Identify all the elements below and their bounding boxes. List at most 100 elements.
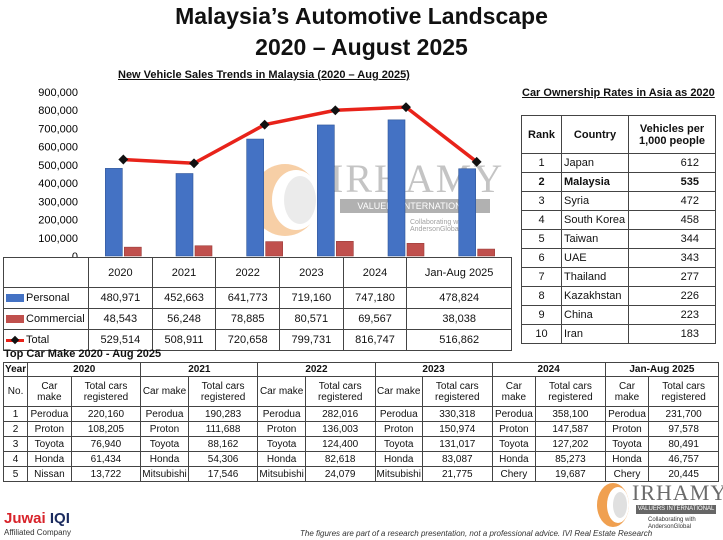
rank-cell: 3	[521, 191, 562, 211]
personal-bar	[387, 119, 406, 257]
category-label: 2021	[151, 257, 217, 288]
watermark-emblem-icon	[251, 164, 320, 236]
commercial-bar	[406, 243, 425, 257]
table-row: 1 Perodua 220,160 Perodua 190,283 Perodua 282,…	[2, 406, 719, 422]
year-header: 2024	[491, 362, 606, 377]
total-point	[330, 105, 341, 116]
ownership-row: 8 Kazakhstan 226	[521, 286, 716, 306]
rank-cell: 1	[2, 406, 29, 422]
vehicles-cell: 277	[628, 267, 716, 287]
table-row: 5 Nissan 13,722 Mitsubishi 17,546 Mitsubishi 2…	[2, 466, 719, 482]
col-header-country: Country	[561, 115, 629, 154]
total-registered-header: Total cars registered	[70, 376, 142, 407]
car-make-cell: Mitsubishi	[140, 466, 189, 482]
watermark-logo: IRHAMY VALUERS INTERNATIONAL Collaborati…	[240, 155, 510, 240]
col-header-rank: Rank	[521, 115, 562, 154]
personal-bar	[105, 168, 123, 257]
ownership-row: 5 Taiwan 344	[521, 229, 716, 249]
data-label: 799,731	[279, 329, 344, 351]
car-make-cell: Nissan	[27, 466, 72, 482]
car-make-cell: Proton	[604, 421, 650, 437]
table-row: 3 Toyota 76,940 Toyota 88,162 Toyota 124,400 To…	[2, 436, 719, 452]
car-make-cell: Perodua	[604, 406, 650, 422]
logo-name: IRHAMY	[632, 480, 723, 505]
year-label: Year	[2, 362, 29, 377]
category-label: 2023	[279, 257, 344, 288]
rank-cell: 9	[521, 305, 562, 325]
car-make-cell: Toyota	[604, 436, 650, 452]
car-make-cell: Mitsubishi	[374, 466, 423, 482]
legend-label: Commercial	[26, 313, 85, 325]
vehicles-cell: 472	[628, 191, 716, 211]
ownership-row: 10 Iran 183	[521, 324, 716, 344]
data-label: 478,824	[406, 287, 512, 309]
ownership-row: 7 Thailand 277	[521, 267, 716, 287]
car-make-cell: Honda	[140, 451, 189, 467]
registered-cell: 220,160	[70, 406, 142, 422]
total-registered-header: Total cars registered	[187, 376, 259, 407]
car-make-cell: Proton	[27, 421, 72, 437]
irhamy-emblem-icon	[597, 483, 629, 527]
rank-cell: 6	[521, 248, 562, 268]
affiliated-label: Affiliated Company	[4, 528, 71, 537]
car-make-cell: Perodua	[27, 406, 72, 422]
registered-cell: 80,491	[648, 436, 719, 452]
car-make-cell: Honda	[374, 451, 423, 467]
year-header: 2022	[257, 362, 376, 377]
vehicles-cell: 344	[628, 229, 716, 249]
total-point	[189, 158, 199, 169]
car-make-cell: Proton	[491, 421, 537, 437]
registered-cell: 83,087	[421, 451, 493, 467]
registered-cell: 24,079	[304, 466, 376, 482]
rank-cell: 1	[521, 153, 562, 173]
vehicles-cell: 223	[628, 305, 716, 325]
year-header: 2023	[374, 362, 493, 377]
personal-bar	[246, 138, 264, 257]
commercial-key-icon	[6, 315, 24, 324]
car-make-header: Car make	[374, 376, 423, 407]
year-header: 2020	[27, 362, 142, 377]
table-row: 4 Honda 61,434 Honda 54,306 Honda 82,618 Honda 8…	[2, 451, 719, 467]
category-label: Jan-Aug 2025	[406, 257, 512, 288]
total-line	[123, 105, 478, 166]
car-make-header: Car make	[27, 376, 72, 407]
no-label: No.	[2, 376, 29, 407]
car-make-cell: Perodua	[491, 406, 537, 422]
watermark-sub: Collaborating with AndersonGlobal	[410, 219, 466, 233]
ownership-row: 1 Japan 612	[521, 153, 716, 173]
legend-label: Personal	[26, 292, 70, 304]
data-label: 480,971	[88, 287, 153, 309]
vehicles-cell: 226	[628, 286, 716, 306]
table-corner	[3, 257, 89, 288]
y-tick-label: 900,000	[38, 87, 78, 99]
total-registered-header: Total cars registered	[535, 376, 606, 407]
rank-cell: 5	[2, 466, 29, 482]
registered-cell: 131,017	[421, 436, 493, 452]
registered-cell: 147,587	[535, 421, 606, 437]
registered-cell: 21,775	[421, 466, 493, 482]
legend-commercial: Commercial	[3, 308, 89, 330]
logo-bar: VALUERS INTERNATIONAL	[636, 505, 716, 514]
car-make-cell: Honda	[27, 451, 72, 467]
rank-cell: 2	[521, 172, 562, 192]
personal-bar	[458, 168, 476, 257]
registered-cell: 85,273	[535, 451, 606, 467]
registered-cell: 76,940	[70, 436, 142, 452]
registered-cell: 17,546	[187, 466, 259, 482]
y-tick-label: 500,000	[38, 160, 78, 172]
col-header-vehicles: Vehicles per 1,000 people	[628, 115, 716, 154]
registered-cell: 136,003	[304, 421, 376, 437]
y-tick-label: 300,000	[38, 196, 78, 208]
watermark-bar: VALUERS INTERNATIONAL	[340, 199, 490, 213]
car-make-cell: Toyota	[374, 436, 423, 452]
personal-key-icon	[6, 294, 24, 303]
total-line-series	[118, 102, 482, 169]
data-label: 38,038	[406, 308, 512, 330]
total-line-key-icon	[6, 338, 24, 342]
rank-cell: 2	[2, 421, 29, 437]
category-label: 2020	[88, 257, 153, 288]
rank-cell: 4	[521, 210, 562, 230]
rank-cell: 3	[2, 436, 29, 452]
top-make-table: Year 2020 2021 2022 2023 2024 Jan-Aug 2025 No. C…	[2, 362, 720, 482]
country-cell: Thailand	[561, 267, 629, 287]
